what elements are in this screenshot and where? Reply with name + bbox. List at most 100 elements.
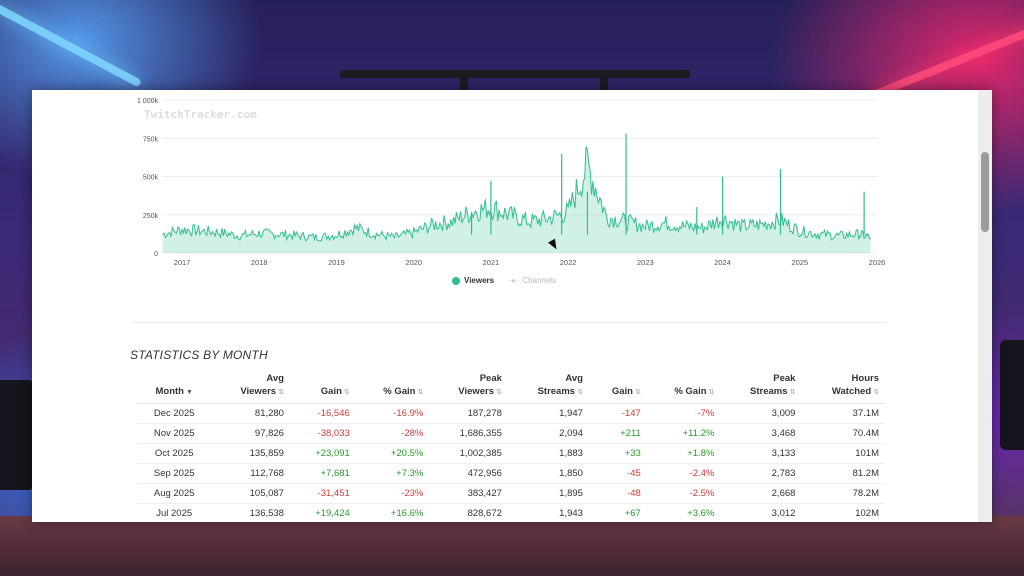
- table-cell: 3,468: [720, 423, 802, 444]
- column-header-line2: Gain ⇅: [611, 386, 641, 397]
- column-header-line1: [143, 372, 205, 385]
- column-header-line2: Streams ⇅: [537, 386, 583, 397]
- table-cell: +16.6%: [355, 503, 430, 522]
- table-cell: Oct 2025: [137, 443, 212, 464]
- speaker-left: [0, 380, 34, 490]
- table-cell: 3,012: [720, 503, 802, 522]
- table-cell: 2,094: [507, 423, 589, 444]
- table-cell: +20.5%: [355, 443, 430, 464]
- x-tick-label: 2025: [791, 258, 808, 267]
- sort-desc-icon[interactable]: ▼: [185, 389, 193, 396]
- sort-icon[interactable]: ⇅: [634, 389, 641, 396]
- column-header-gain[interactable]: Gain ⇅: [588, 372, 647, 404]
- table-cell: Dec 2025: [137, 403, 212, 424]
- sort-icon[interactable]: ⇅: [708, 389, 715, 396]
- table-cell: +7,681: [289, 463, 356, 484]
- page-scrollbar[interactable]: [978, 90, 992, 522]
- table-cell: 1,883: [507, 443, 589, 464]
- column-header-viewers[interactable]: Avg Viewers ⇅: [211, 372, 290, 404]
- table-header-row: Month ▼ Avg Viewers ⇅ Gain ⇅ % Gain ⇅ Peak Viewe…: [137, 372, 885, 404]
- table-cell: +67: [588, 503, 647, 522]
- table-cell: 2,783: [720, 463, 802, 484]
- legend-viewers[interactable]: Viewers: [452, 276, 494, 285]
- table-cell: 81.2M: [801, 463, 885, 484]
- table-cell: -48: [588, 483, 647, 504]
- column-header-line1: [653, 372, 715, 385]
- table-cell: 97,826: [211, 423, 290, 444]
- table-row: Jul 2025 136,538 +19,424 +16.6% 828,672 1,943…: [137, 503, 885, 522]
- table-cell: 3,133: [720, 443, 802, 464]
- legend-viewers-dot: [452, 276, 460, 285]
- table-cell: -16.9%: [355, 403, 430, 424]
- x-tick-label: 2021: [483, 258, 500, 267]
- table-row: Oct 2025 135,859 +23,091 +20.5% 1,002,385 1,8…: [137, 443, 885, 464]
- x-tick-label: 2017: [174, 258, 191, 267]
- table-cell: +11.2%: [646, 423, 721, 444]
- column-header-viewers[interactable]: Peak Viewers ⇅: [429, 372, 508, 404]
- stats-page-panel: 1 000k 750k 500k 250k 0 TwitchTracker.com 2017…: [32, 90, 992, 522]
- legend-channels[interactable]: -●- Channels: [508, 276, 556, 285]
- table-cell: Aug 2025: [137, 483, 212, 504]
- table-cell: -38,033: [289, 423, 356, 444]
- neon-light-left: [0, 0, 142, 88]
- table-cell: -45: [588, 463, 647, 484]
- column-header-watched[interactable]: Hours Watched ⇅: [801, 372, 885, 404]
- legend-viewers-label: Viewers: [464, 276, 495, 285]
- column-header--gain[interactable]: % Gain ⇅: [355, 372, 430, 404]
- column-header-line2: Streams ⇅: [750, 386, 796, 397]
- column-header-line1: [362, 372, 424, 385]
- table-cell: -2.4%: [646, 463, 721, 484]
- table-cell: 70.4M: [801, 423, 885, 444]
- column-header-streams[interactable]: Avg Streams ⇅: [507, 372, 589, 404]
- y-tick-label: 250k: [143, 213, 159, 220]
- sort-icon[interactable]: ⇅: [496, 389, 502, 396]
- viewers-chart: 1 000k 750k 500k 250k 0 TwitchTracker.com 2017…: [137, 98, 885, 267]
- x-tick-label: 2019: [328, 258, 345, 267]
- table-cell: 135,859: [211, 443, 290, 464]
- table-cell: 1,686,355: [429, 423, 508, 444]
- column-header-line1: Peak: [773, 373, 796, 384]
- column-header-streams[interactable]: Peak Streams ⇅: [720, 372, 802, 404]
- table-cell: -31,451: [289, 483, 356, 504]
- sort-icon[interactable]: ⇅: [873, 389, 879, 396]
- table-cell: Sep 2025: [137, 463, 212, 484]
- table-cell: -2.5%: [646, 483, 721, 504]
- column-header--gain[interactable]: % Gain ⇅: [646, 372, 721, 404]
- sort-icon[interactable]: ⇅: [789, 389, 796, 396]
- y-tick-label: 0: [154, 251, 158, 258]
- table-cell: 472,956: [429, 463, 508, 484]
- table-cell: -16,546: [289, 403, 356, 424]
- table-cell: -147: [588, 403, 647, 424]
- column-header-line1: Avg: [266, 373, 284, 384]
- table-cell: Jul 2025: [137, 503, 212, 522]
- column-header-line1: [296, 372, 350, 385]
- table-cell: Nov 2025: [137, 423, 212, 444]
- sort-icon[interactable]: ⇅: [278, 389, 284, 396]
- x-tick-label: 2018: [251, 258, 268, 267]
- table-body: Dec 2025 81,280 -16,546 -16.9% 187,278 1,947-…: [137, 403, 885, 522]
- sort-icon[interactable]: ⇅: [417, 389, 424, 396]
- sort-icon[interactable]: ⇅: [343, 389, 350, 396]
- legend-channels-marker: -●-: [508, 276, 519, 285]
- column-header-month[interactable]: Month ▼: [137, 372, 212, 404]
- x-tick-label: 2023: [637, 258, 654, 267]
- column-header-line1: Avg: [565, 373, 583, 384]
- floor: [0, 516, 1024, 576]
- column-header-line2: % Gain ⇅: [383, 386, 424, 397]
- table-cell: +19,424: [289, 503, 356, 522]
- table-cell: -28%: [355, 423, 430, 444]
- y-tick-label: 750k: [143, 136, 159, 143]
- table-cell: 81,280: [211, 403, 290, 424]
- speaker-right: [1000, 340, 1024, 450]
- column-header-gain[interactable]: Gain ⇅: [289, 372, 356, 404]
- table-cell: 78.2M: [801, 483, 885, 504]
- scrollbar-thumb[interactable]: [981, 152, 989, 232]
- sort-icon[interactable]: ⇅: [577, 389, 583, 396]
- table-cell: 1,850: [507, 463, 589, 484]
- table-cell: +1.8%: [646, 443, 721, 464]
- column-header-line1: Peak: [479, 373, 502, 384]
- stats-section-title: STATISTICS BY MONTH: [130, 348, 268, 362]
- table-cell: 3,009: [720, 403, 802, 424]
- table-cell: 1,895: [507, 483, 589, 504]
- column-header-line1: [595, 372, 641, 385]
